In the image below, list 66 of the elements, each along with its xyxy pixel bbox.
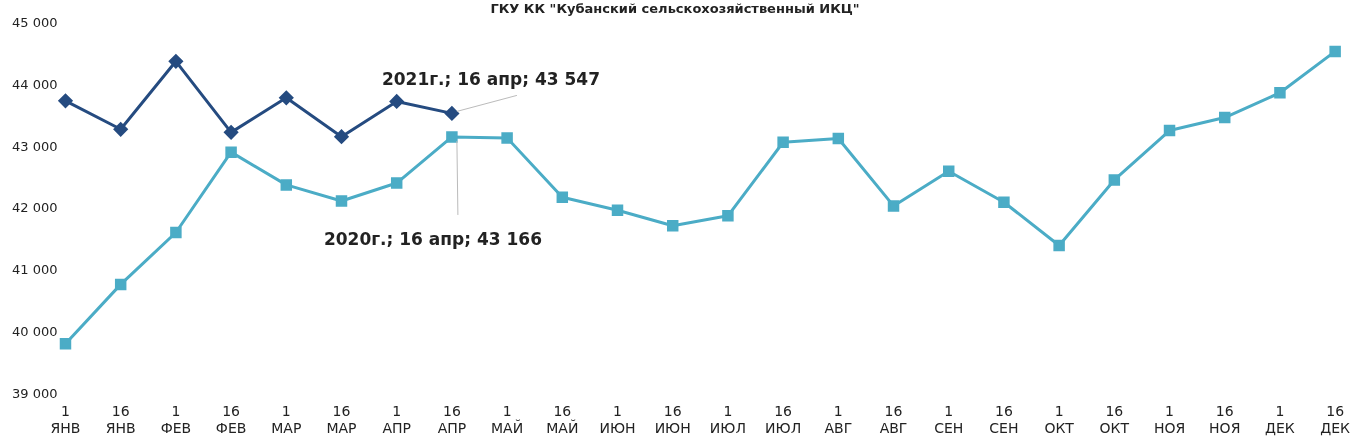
point [335, 195, 348, 207]
x-tick-label: 1 ИЮЛ [709, 403, 746, 437]
x-tick-label: 1 МАР [271, 403, 302, 437]
point [666, 219, 679, 232]
point [390, 177, 403, 189]
point [334, 129, 349, 144]
point [611, 204, 624, 216]
x-tick-label: 16 МАР [326, 403, 357, 437]
y-tick-label: 44 000 [11, 76, 58, 92]
x-tick-label: 1 СЕН [934, 403, 964, 437]
x-tick-label: 16 ЯНВ [105, 403, 136, 437]
x-tick-label: 1 АПР [382, 403, 411, 437]
point [1108, 174, 1121, 186]
x-tick-label: 16 МАЙ [546, 403, 579, 437]
x-tick-label: 16 ФЕВ [215, 403, 247, 437]
point [1274, 87, 1286, 99]
y-tick-label: 43 000 [11, 138, 58, 154]
point [224, 125, 239, 140]
y-tick-label: 41 000 [11, 262, 58, 278]
point [1163, 124, 1176, 137]
x-tick-label: 1 ОКТ [1044, 403, 1075, 437]
point [832, 132, 845, 145]
point [168, 54, 183, 69]
point [444, 106, 459, 121]
x-tick-label: 1 АВГ [824, 403, 853, 437]
point [280, 179, 293, 191]
point [501, 132, 513, 144]
point [1218, 111, 1231, 124]
x-tick-label: 16 СЕН [989, 403, 1019, 437]
point [114, 278, 127, 291]
point [113, 122, 128, 137]
x-tick-label: 16 АВГ [879, 403, 908, 437]
point [998, 196, 1010, 208]
x-tick-label: 16 АПР [437, 403, 467, 437]
x-tick-label: 1 ЯНВ [50, 403, 81, 437]
point [887, 200, 900, 212]
point [1329, 45, 1341, 58]
point [942, 165, 955, 178]
y-tick-label: 45 000 [11, 14, 58, 30]
annotation: 2020г.; 16 апр; 43 166 [323, 228, 543, 249]
x-tick-label: 16 ИЮН [654, 403, 691, 437]
point [1053, 239, 1065, 252]
y-tick-label: 39 000 [11, 385, 58, 401]
point [722, 210, 734, 222]
point [170, 226, 182, 239]
x-tick-label: 16 ДЕК [1320, 403, 1351, 437]
y-tick-label: 40 000 [11, 323, 58, 339]
point [58, 93, 73, 108]
point [59, 337, 72, 350]
x-tick-label: 1 НОЯ [1153, 403, 1186, 437]
x-tick-label: 1 ИЮН [599, 403, 636, 437]
y-tick-label: 42 000 [11, 200, 58, 216]
point [777, 136, 789, 148]
chart-title: ГКУ КК "Кубанский сельскохозяйственный ИКЦ" [490, 1, 860, 17]
point [225, 146, 237, 158]
x-tick-label: 1 ДЕК [1265, 403, 1295, 437]
x-tick-label: 16 НОЯ [1209, 403, 1241, 437]
x-tick-label: 1 МАЙ [491, 403, 524, 437]
x-tick-label: 1 ФЕВ [160, 403, 192, 437]
x-tick-label: 16 ИЮЛ [765, 403, 802, 437]
point [389, 94, 404, 109]
annotation: 2021г.; 16 апр; 43 547 [381, 69, 601, 90]
point [279, 90, 294, 105]
point [556, 191, 569, 203]
x-tick-label: 16 ОКТ [1099, 403, 1130, 437]
point [446, 131, 458, 143]
